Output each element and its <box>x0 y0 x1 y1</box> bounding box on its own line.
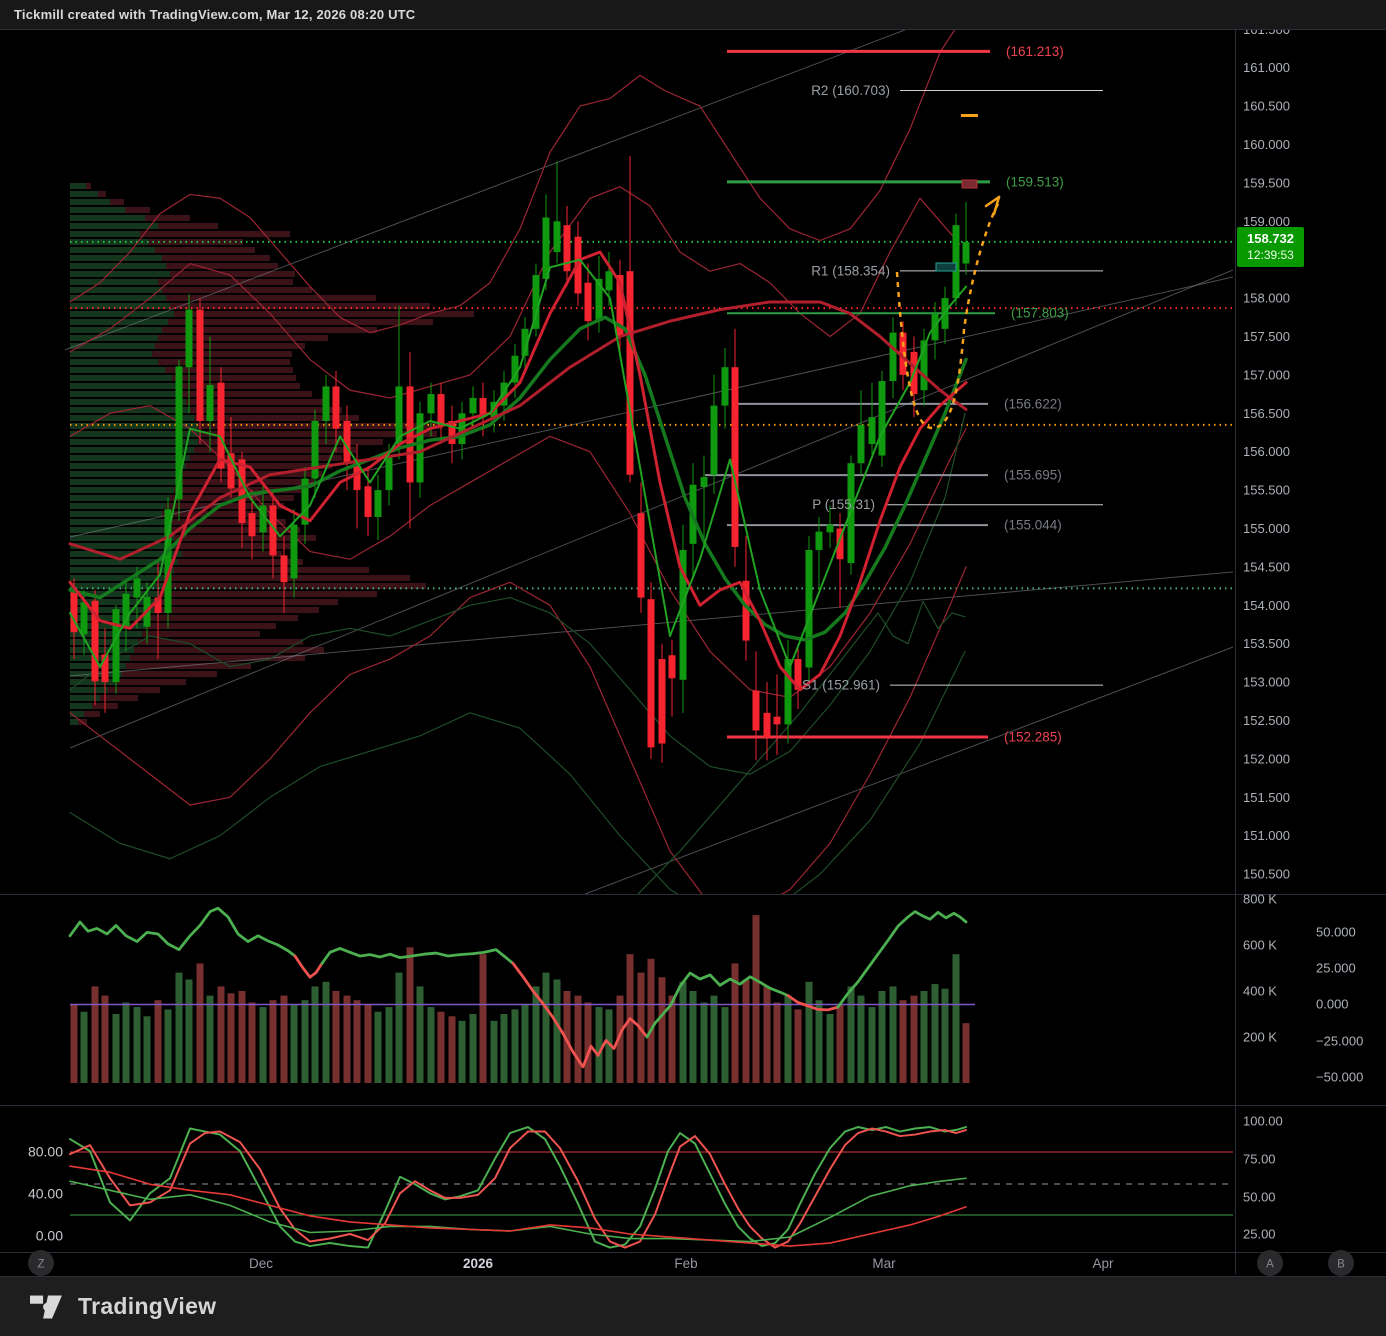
svg-text:151.500: 151.500 <box>1243 790 1290 805</box>
price-badge[interactable]: 158.732 12:39:53 <box>1237 227 1304 267</box>
svg-text:152.500: 152.500 <box>1243 713 1290 728</box>
arrow-annotation <box>895 195 1001 430</box>
svg-text:(156.622): (156.622) <box>1004 396 1062 411</box>
osc-left-scale: 80.00 40.00 0.00 <box>28 1144 63 1244</box>
svg-text:153.000: 153.000 <box>1243 675 1290 690</box>
svg-text:161.000: 161.000 <box>1243 60 1290 75</box>
svg-text:160.000: 160.000 <box>1243 137 1290 152</box>
moving-averages-layer <box>68 250 968 692</box>
svg-text:600 K: 600 K <box>1243 938 1277 953</box>
svg-text:154.500: 154.500 <box>1243 559 1290 574</box>
bands-layer <box>69 30 967 895</box>
level-labels-layer: R2 (160.703) R1 (158.354) P (155.31) S1 (15… <box>802 44 1069 745</box>
markers-layer <box>935 114 978 272</box>
svg-text:400 K: 400 K <box>1243 984 1277 999</box>
brand-text[interactable]: TradingView <box>78 1293 217 1319</box>
svg-text:Z: Z <box>37 1259 44 1271</box>
svg-text:25.000: 25.000 <box>1316 961 1356 976</box>
svg-text:R1 (158.354): R1 (158.354) <box>811 263 890 278</box>
title-bar: Tickmill created with TradingView.com, M… <box>0 0 1386 30</box>
chart-title: Tickmill created with TradingView.com, M… <box>14 7 416 22</box>
svg-text:P (155.31): P (155.31) <box>812 497 875 512</box>
teal-box-marker <box>935 262 957 272</box>
svg-text:A: A <box>1266 1259 1274 1271</box>
svg-text:159.000: 159.000 <box>1243 214 1290 229</box>
volume-profile-layer <box>70 183 474 725</box>
svg-text:S1 (152.961): S1 (152.961) <box>802 678 880 693</box>
svg-text:100.00: 100.00 <box>1243 1114 1283 1129</box>
volume-pane <box>68 906 975 1083</box>
svg-text:80.00: 80.00 <box>28 1144 63 1160</box>
svg-text:0.000: 0.000 <box>1316 997 1349 1012</box>
price-axis[interactable]: 161.500 161.000 160.500 160.000 159.500 159.0… <box>1243 30 1363 1242</box>
svg-text:2026: 2026 <box>463 1256 494 1271</box>
svg-text:800 K: 800 K <box>1243 892 1277 907</box>
svg-text:159.500: 159.500 <box>1243 175 1290 190</box>
main-pane <box>64 30 1234 895</box>
svg-text:154.000: 154.000 <box>1243 598 1290 613</box>
footer-bar: TradingView <box>0 1277 1386 1336</box>
svg-text:(159.513): (159.513) <box>1006 174 1064 189</box>
svg-text:158.000: 158.000 <box>1243 291 1290 306</box>
svg-text:(161.213): (161.213) <box>1006 44 1064 59</box>
nav-button-a[interactable]: A <box>1257 1250 1283 1276</box>
svg-text:(155.044): (155.044) <box>1004 518 1062 533</box>
svg-text:−50.000: −50.000 <box>1316 1070 1363 1085</box>
tradingview-logo-icon[interactable] <box>30 1290 66 1324</box>
trendlines-layer <box>64 30 1234 895</box>
svg-text:Apr: Apr <box>1092 1256 1114 1271</box>
svg-text:157.000: 157.000 <box>1243 367 1290 382</box>
svg-text:161.500: 161.500 <box>1243 30 1290 37</box>
pane-borders <box>0 30 1386 1277</box>
nav-button-b[interactable]: B <box>1328 1250 1354 1276</box>
svg-text:Feb: Feb <box>674 1256 697 1271</box>
svg-text:152.000: 152.000 <box>1243 751 1290 766</box>
svg-text:200 K: 200 K <box>1243 1030 1277 1045</box>
last-price: 158.732 <box>1247 231 1294 247</box>
svg-text:25.00: 25.00 <box>1243 1227 1276 1242</box>
svg-text:50.000: 50.000 <box>1316 925 1356 940</box>
svg-text:(157.803): (157.803) <box>1011 306 1069 321</box>
svg-text:75.00: 75.00 <box>1243 1152 1276 1167</box>
svg-text:0.00: 0.00 <box>36 1228 63 1244</box>
svg-text:Mar: Mar <box>872 1256 896 1271</box>
svg-text:157.500: 157.500 <box>1243 329 1290 344</box>
nav-button-z[interactable]: Z <box>28 1250 54 1276</box>
svg-text:156.000: 156.000 <box>1243 444 1290 459</box>
oscillator-pane <box>69 1126 1233 1249</box>
svg-text:Dec: Dec <box>249 1256 273 1271</box>
svg-text:R2 (160.703): R2 (160.703) <box>811 83 890 98</box>
svg-text:151.000: 151.000 <box>1243 828 1290 843</box>
time-axis[interactable]: Dec 2026 Feb Mar Apr Z A B <box>28 1250 1354 1276</box>
svg-text:150.500: 150.500 <box>1243 867 1290 882</box>
svg-text:40.00: 40.00 <box>28 1186 63 1202</box>
svg-text:156.500: 156.500 <box>1243 406 1290 421</box>
svg-text:−25.000: −25.000 <box>1316 1034 1363 1049</box>
svg-text:160.500: 160.500 <box>1243 99 1290 114</box>
svg-text:(152.285): (152.285) <box>1004 730 1062 745</box>
svg-text:155.000: 155.000 <box>1243 521 1290 536</box>
chart-canvas[interactable]: R2 (160.703) R1 (158.354) P (155.31) S1 (15… <box>0 30 1386 1277</box>
red-box-marker <box>961 179 978 189</box>
orange-tick-marker <box>961 114 978 117</box>
svg-text:(155.695): (155.695) <box>1004 468 1062 483</box>
svg-text:B: B <box>1337 1259 1345 1271</box>
svg-text:155.500: 155.500 <box>1243 483 1290 498</box>
svg-text:153.500: 153.500 <box>1243 636 1290 651</box>
svg-text:50.00: 50.00 <box>1243 1190 1276 1205</box>
bar-countdown: 12:39:53 <box>1247 247 1294 262</box>
